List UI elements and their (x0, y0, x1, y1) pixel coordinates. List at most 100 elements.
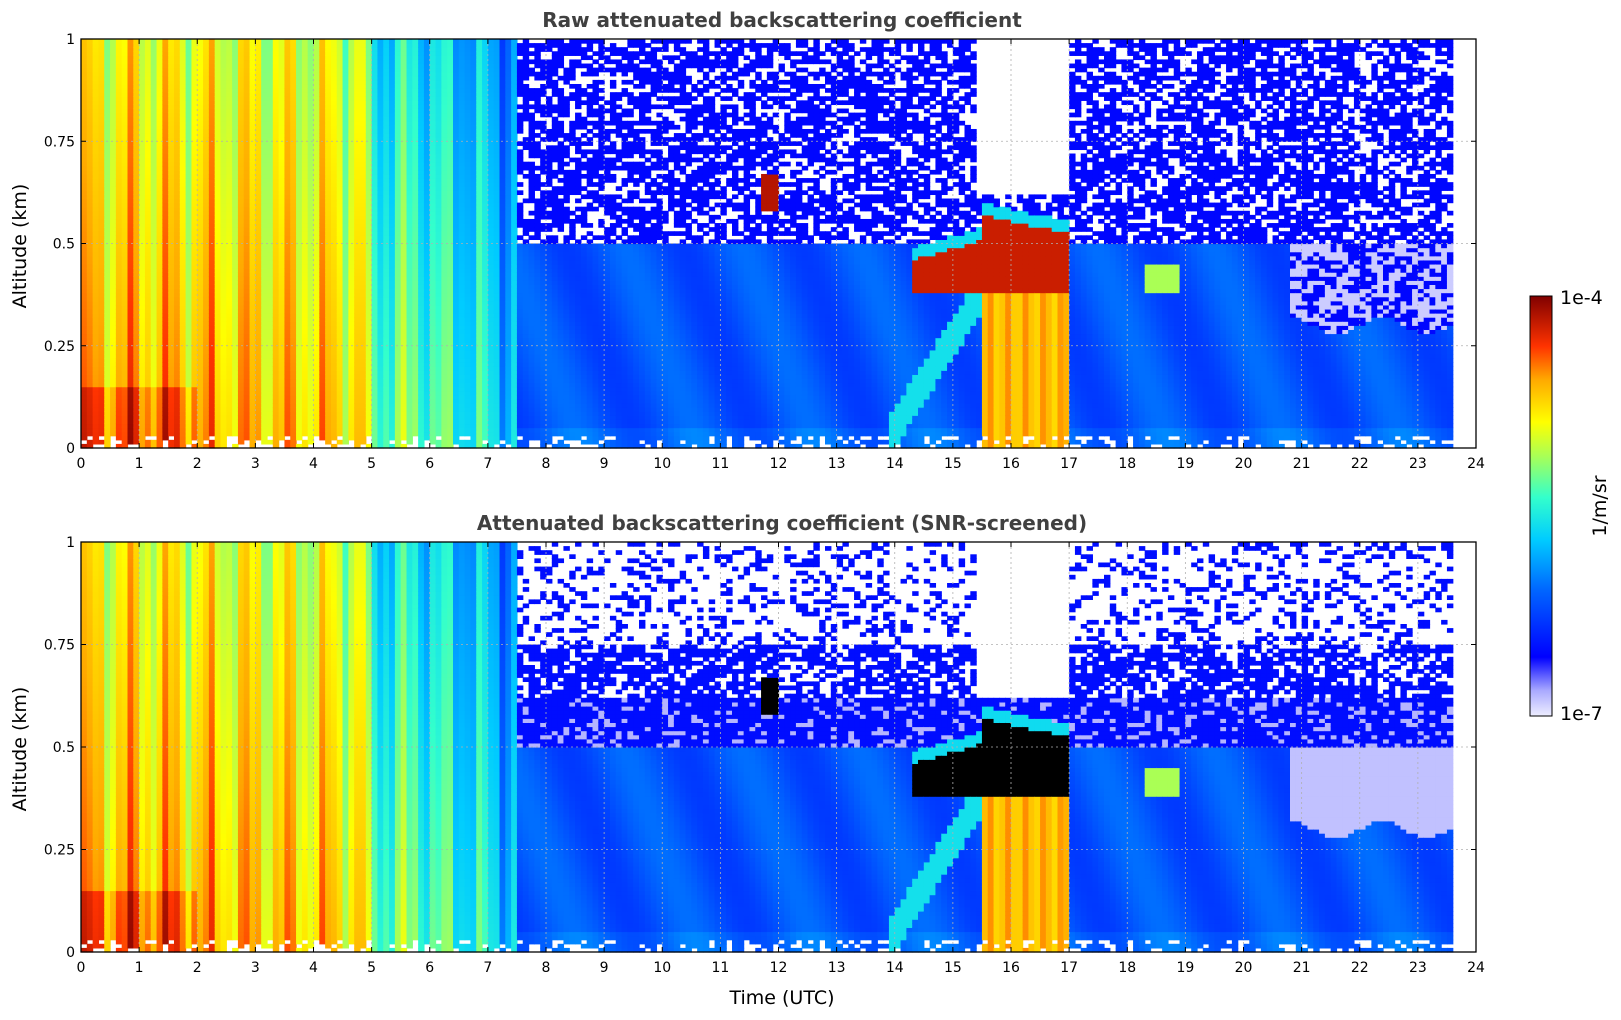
heatmap-cell (116, 207, 122, 212)
heatmap-cell (360, 407, 366, 412)
heatmap-cell (244, 199, 250, 204)
heatmap-cell (116, 358, 122, 363)
heatmap-cell (128, 411, 134, 416)
heatmap-cell (197, 141, 203, 146)
heatmap-cell (180, 109, 186, 114)
heatmap-cell (157, 374, 163, 379)
heatmap-cell (162, 325, 168, 330)
heatmap-cell (221, 64, 227, 69)
heatmap-cell (267, 182, 273, 187)
heatmap-cell (372, 395, 378, 400)
heatmap-cell (372, 272, 378, 277)
heatmap-cell (139, 293, 145, 298)
heatmap-cell (360, 346, 366, 351)
heatmap-cell (348, 391, 354, 396)
heatmap-cell (319, 190, 325, 195)
heatmap-cell (348, 39, 354, 44)
heatmap-cell (343, 194, 349, 199)
heatmap-cell (244, 313, 250, 318)
heatmap-cell (104, 313, 110, 318)
heatmap-cell (348, 244, 354, 249)
heatmap-cell (261, 256, 267, 261)
heatmap-cell (186, 325, 192, 330)
heatmap-cell (122, 354, 128, 359)
heatmap-cell (151, 215, 157, 220)
heatmap-cell (151, 113, 157, 118)
heatmap-cell (104, 399, 110, 404)
heatmap-cell (238, 256, 244, 261)
heatmap-cell (360, 141, 366, 146)
heatmap-cell (116, 313, 122, 318)
heatmap-cell (87, 423, 93, 428)
heatmap-cell (348, 338, 354, 343)
heatmap-cell (354, 338, 360, 343)
heatmap-cell (162, 423, 168, 428)
heatmap-cell (372, 280, 378, 285)
heatmap-cell (93, 432, 99, 437)
heatmap-cell (290, 366, 296, 371)
heatmap-cell (157, 47, 163, 52)
heatmap-cell (238, 129, 244, 134)
heatmap-cell (290, 288, 296, 293)
heatmap-cell (284, 104, 290, 109)
heatmap-cell (302, 182, 308, 187)
heatmap-cell (302, 227, 308, 232)
heatmap-cell (302, 80, 308, 85)
heatmap-cell (343, 309, 349, 314)
heatmap-cell (116, 190, 122, 195)
heatmap-cell (226, 370, 232, 375)
heatmap-cell (98, 149, 104, 154)
heatmap-cell (145, 407, 151, 412)
heatmap-cell (87, 428, 93, 433)
heatmap-cell (360, 317, 366, 322)
heatmap-cell (343, 72, 349, 77)
heatmap-cell (151, 293, 157, 298)
heatmap-cell (337, 248, 343, 253)
heatmap-cell (279, 47, 285, 52)
heatmap-cell (296, 354, 302, 359)
heatmap-cell (81, 272, 87, 277)
heatmap-cell (325, 411, 331, 416)
heatmap-cell (203, 186, 209, 191)
heatmap-cell (290, 321, 296, 326)
heatmap-cell (197, 227, 203, 232)
heatmap-cell (145, 342, 151, 347)
heatmap-cell (331, 280, 337, 285)
heatmap-cell (226, 76, 232, 81)
heatmap-cell (157, 252, 163, 257)
heatmap-cell (110, 362, 116, 367)
heatmap-cell (104, 207, 110, 212)
heatmap-cell (343, 297, 349, 302)
heatmap-cell (290, 391, 296, 396)
heatmap-cell (162, 88, 168, 93)
heatmap-cell (151, 133, 157, 138)
heatmap-cell (238, 223, 244, 228)
heatmap-cell (151, 338, 157, 343)
heatmap-cell (360, 313, 366, 318)
heatmap-cell (104, 121, 110, 126)
heatmap-cell (284, 387, 290, 392)
heatmap-cell (186, 39, 192, 44)
heatmap-cell (348, 403, 354, 408)
heatmap-cell (110, 244, 116, 249)
heatmap-cell (354, 288, 360, 293)
heatmap-cell (145, 305, 151, 310)
heatmap-cell (215, 378, 221, 383)
heatmap-cell (314, 321, 320, 326)
heatmap-cell (372, 288, 378, 293)
heatmap-cell (302, 313, 308, 318)
heatmap-cell (151, 329, 157, 334)
heatmap-cell (221, 211, 227, 216)
heatmap-cell (174, 403, 180, 408)
heatmap-cell (174, 252, 180, 257)
heatmap-cell (314, 125, 320, 130)
heatmap-cell (128, 43, 134, 48)
heatmap-cell (81, 419, 87, 424)
heatmap-cell (267, 145, 273, 150)
heatmap-cell (180, 194, 186, 199)
heatmap-cell (203, 272, 209, 277)
heatmap-cell (128, 293, 134, 298)
heatmap-cell (139, 235, 145, 240)
heatmap-cell (360, 104, 366, 109)
heatmap-cell (284, 366, 290, 371)
